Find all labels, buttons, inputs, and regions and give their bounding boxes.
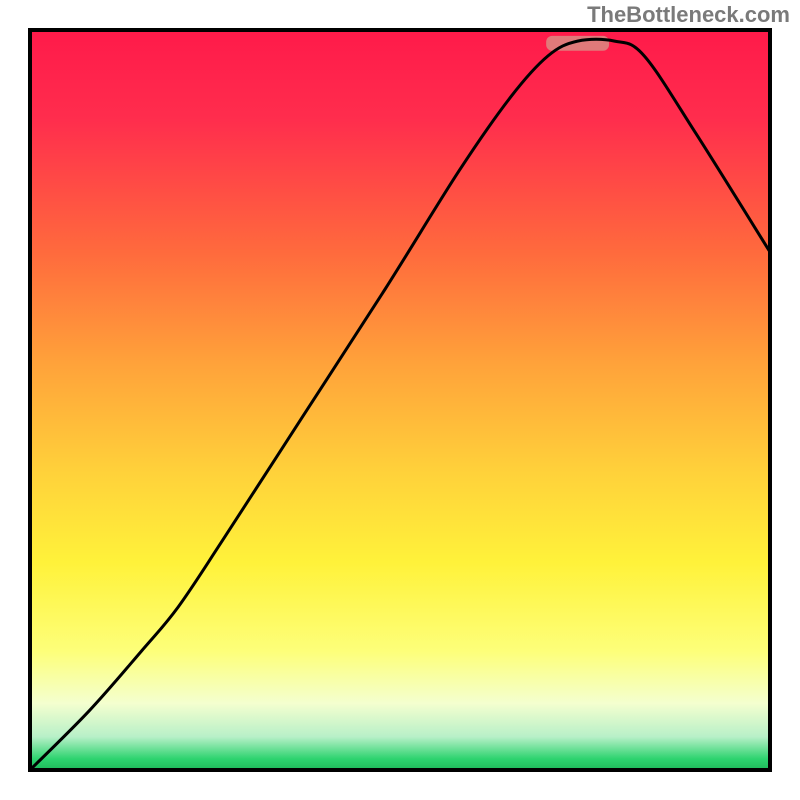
bottleneck-chart [0, 0, 800, 800]
chart-svg [0, 0, 800, 800]
plot-background [30, 30, 770, 770]
watermark-text: TheBottleneck.com [587, 2, 790, 28]
